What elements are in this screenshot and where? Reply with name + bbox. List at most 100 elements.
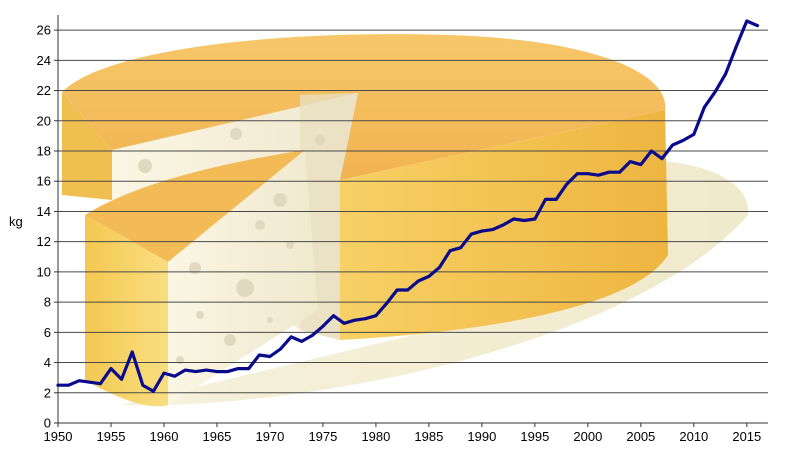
data-point — [247, 367, 251, 370]
data-point — [681, 139, 685, 142]
x-tick-label: 1995 — [520, 429, 549, 444]
x-tick-label: 1950 — [44, 429, 73, 444]
series-layer — [56, 19, 760, 393]
data-point — [310, 334, 314, 337]
data-point — [713, 90, 717, 94]
data-point — [226, 370, 230, 373]
data-point — [215, 370, 219, 373]
data-point — [745, 19, 749, 23]
data-point — [141, 383, 145, 387]
y-tick-label: 26 — [37, 23, 51, 38]
data-point — [639, 163, 643, 167]
y-tick-label: 24 — [37, 53, 51, 68]
x-tick-label: 1980 — [361, 429, 390, 444]
y-tick-label: 4 — [44, 355, 51, 370]
data-point — [522, 219, 526, 222]
y-tick-label: 14 — [37, 204, 51, 219]
y-tick-label: 2 — [44, 385, 51, 400]
y-axis-label: kg — [9, 214, 23, 229]
data-point — [236, 367, 240, 370]
data-point — [300, 340, 304, 343]
data-point — [427, 275, 431, 278]
data-point — [342, 321, 346, 325]
y-tick-label: 18 — [37, 144, 51, 159]
y-tick-label: 20 — [37, 113, 51, 128]
data-point — [565, 182, 569, 186]
y-tick-label: 6 — [44, 325, 51, 340]
data-point — [321, 324, 325, 328]
data-point — [554, 198, 558, 201]
data-point — [597, 173, 600, 177]
data-point — [512, 217, 516, 221]
wedge-cut-face — [168, 150, 318, 405]
data-point — [363, 317, 367, 321]
data-point — [448, 249, 452, 253]
data-point — [374, 314, 378, 318]
data-point — [575, 172, 579, 176]
data-point — [268, 355, 272, 358]
data-point — [120, 377, 123, 381]
data-point — [469, 232, 473, 236]
data-point — [162, 371, 166, 375]
wedge-top — [85, 150, 305, 262]
x-tick-label: 1965 — [202, 429, 231, 444]
data-point — [650, 149, 653, 153]
data-point — [692, 133, 696, 136]
wedge-side — [85, 215, 168, 407]
y-tick-label: 8 — [44, 295, 51, 310]
data-point — [332, 314, 335, 318]
data-point — [353, 318, 357, 322]
cheese-holes — [138, 128, 325, 364]
y-tick-label: 16 — [37, 174, 51, 189]
data-point — [77, 379, 81, 383]
data-point — [586, 172, 590, 176]
data-point — [756, 24, 759, 27]
data-point — [703, 105, 706, 109]
data-point — [183, 368, 187, 372]
data-point — [152, 389, 155, 393]
data-point — [459, 246, 463, 250]
data-point — [173, 374, 177, 378]
data-point — [628, 160, 632, 164]
gridlines — [58, 29, 768, 394]
data-point — [88, 380, 92, 384]
data-point — [279, 347, 282, 351]
x-tick-label: 1975 — [308, 429, 337, 444]
data-point — [395, 288, 399, 292]
data-point — [130, 350, 134, 354]
x-axis-ticks: 1950 1955 1960 1965 1970 1975 1980 1985 1990 1995… — [44, 423, 761, 444]
y-tick-label: 22 — [37, 83, 51, 98]
data-point — [607, 170, 611, 174]
data-point — [724, 72, 727, 76]
data-point — [501, 223, 505, 227]
data-point — [109, 367, 113, 370]
x-tick-label: 2015 — [732, 429, 761, 444]
x-tick-label: 1970 — [255, 429, 284, 444]
data-point — [205, 368, 208, 372]
data-point — [618, 170, 621, 174]
x-tick-label: 1960 — [150, 429, 179, 444]
data-point — [544, 198, 547, 201]
x-tick-label: 2005 — [626, 429, 655, 444]
data-point — [438, 266, 441, 269]
y-tick-label: 0 — [44, 416, 51, 431]
x-tick-label: 2010 — [679, 429, 708, 444]
x-tick-label: 1985 — [414, 429, 443, 444]
y-tick-label: 10 — [37, 264, 51, 279]
data-point — [406, 288, 410, 292]
data-point — [56, 383, 60, 387]
data-point — [533, 217, 537, 221]
x-tick-label: 2000 — [573, 429, 602, 444]
data-point — [491, 228, 494, 232]
data-point — [99, 382, 102, 386]
data-point — [671, 143, 674, 147]
data-point — [734, 45, 738, 49]
y-tick-label: 12 — [37, 234, 51, 249]
cheese-back-rind — [62, 92, 112, 200]
data-point — [385, 302, 388, 305]
cheese-background-picture — [62, 34, 749, 407]
data-point — [194, 370, 198, 373]
data-point — [67, 383, 70, 387]
